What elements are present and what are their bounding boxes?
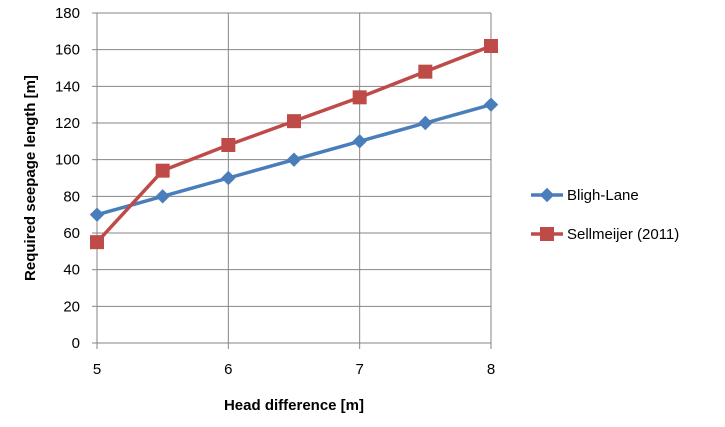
series-1-point-1 bbox=[155, 163, 170, 178]
y-tick-label-120: 120 bbox=[55, 115, 80, 132]
x-tick-label-8: 8 bbox=[487, 361, 495, 378]
y-tick-label-160: 160 bbox=[55, 42, 80, 59]
legend-label-1: Sellmeijer (2011) bbox=[567, 226, 679, 243]
x-tick-label-5: 5 bbox=[93, 361, 101, 378]
x-tick-label-6: 6 bbox=[224, 361, 232, 378]
series-0-point-0 bbox=[89, 207, 105, 222]
legend: Bligh-Lane Sellmeijer (2011) bbox=[531, 187, 679, 243]
legend-item-0: Bligh-Lane bbox=[531, 187, 639, 204]
series-1-point-2 bbox=[221, 138, 236, 152]
y-tick-label-60: 60 bbox=[63, 225, 80, 242]
x-tick-label-7: 7 bbox=[355, 361, 363, 378]
y-tick-label-40: 40 bbox=[63, 262, 80, 279]
series-1-point-4 bbox=[352, 90, 367, 105]
legend-item-1: Sellmeijer (2011) bbox=[531, 226, 679, 243]
series-layer bbox=[89, 39, 499, 250]
y-tick-label-140: 140 bbox=[55, 78, 80, 95]
series-0-point-2 bbox=[221, 170, 236, 186]
series-0-point-4 bbox=[352, 134, 367, 149]
y-tick-label-180: 180 bbox=[55, 5, 80, 22]
y-tick-label-100: 100 bbox=[55, 152, 80, 169]
series-0-point-1 bbox=[155, 189, 170, 204]
series-1-point-5 bbox=[418, 64, 433, 79]
legend-label-0: Bligh-Lane bbox=[567, 187, 639, 204]
y-axis-title: Required seepage length [m] bbox=[22, 75, 39, 281]
series-1-point-3 bbox=[287, 114, 301, 129]
x-axis-title: Head difference [m] bbox=[224, 397, 364, 414]
axis-layer bbox=[92, 12, 492, 349]
legend-marker-0 bbox=[539, 187, 555, 203]
y-tick-label-0: 0 bbox=[72, 335, 80, 352]
series-1 bbox=[90, 39, 498, 250]
series-0 bbox=[89, 97, 499, 222]
legend-marker-1 bbox=[540, 227, 554, 241]
y-tick-label-20: 20 bbox=[63, 298, 80, 315]
series-0-point-6 bbox=[483, 97, 499, 112]
y-tick-label-80: 80 bbox=[63, 188, 80, 205]
series-0-point-5 bbox=[418, 115, 433, 131]
series-1-point-0 bbox=[90, 235, 104, 250]
series-1-point-6 bbox=[484, 39, 498, 53]
series-0-point-3 bbox=[286, 152, 302, 167]
